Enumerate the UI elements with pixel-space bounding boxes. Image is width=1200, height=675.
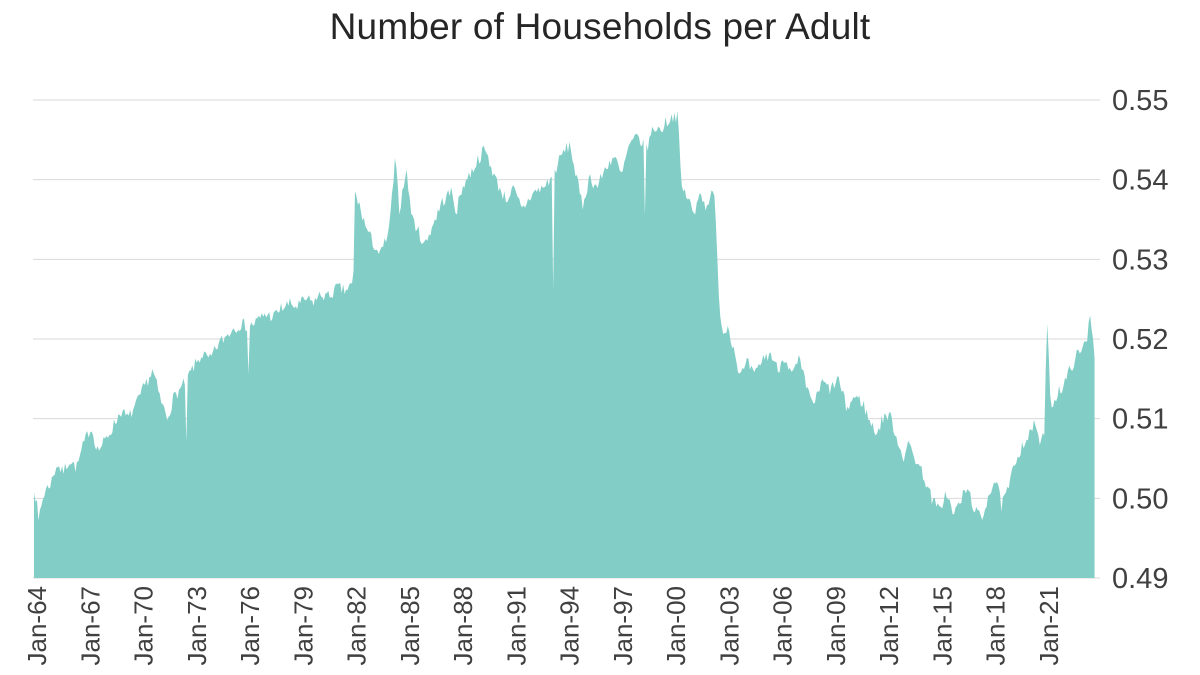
x-axis-tick-label: Jan-67 [75, 586, 105, 666]
x-axis-tick-label: Jan-21 [1034, 586, 1064, 666]
y-axis-tick-label: 0.52 [1112, 324, 1168, 356]
x-axis-tick-label: Jan-70 [129, 586, 159, 666]
chart-title: Number of Households per Adult [329, 6, 871, 47]
y-axis-tick-label: 0.53 [1112, 244, 1168, 276]
x-axis-tick-label: Jan-64 [22, 586, 52, 666]
x-axis-tick-label: Jan-94 [555, 586, 585, 666]
y-axis-tick-labels: 0.49 0.50 0.51 0.52 0.53 0.54 0.55 [1112, 85, 1168, 595]
x-axis-tick-label: Jan-00 [661, 586, 691, 666]
y-axis-tick-label: 0.54 [1112, 165, 1168, 197]
x-axis-tick-label: Jan-82 [342, 586, 372, 666]
x-axis-tick-label: Jan-18 [981, 586, 1011, 666]
x-axis-tick-label: Jan-76 [235, 586, 265, 666]
y-axis-tick-label: 0.55 [1112, 85, 1168, 117]
x-axis-tick-label: Jan-85 [395, 586, 425, 666]
x-axis-tick-label: Jan-15 [927, 586, 957, 666]
x-axis-tick-labels: Jan-64 Jan-67 Jan-70 Jan-73 Jan-76 Jan-79 Jan-… [22, 586, 1064, 666]
y-axis-tick-label: 0.51 [1112, 404, 1168, 436]
x-axis-tick-label: Jan-97 [608, 586, 638, 666]
y-axis-tick-label: 0.50 [1112, 483, 1168, 515]
x-axis-tick-label: Jan-88 [448, 586, 478, 666]
x-axis-tick-label: Jan-91 [501, 586, 531, 666]
x-axis-tick-label: Jan-06 [768, 586, 798, 666]
y-axis-tick-label: 0.49 [1112, 563, 1168, 595]
x-axis-tick-label: Jan-09 [821, 586, 851, 666]
x-axis-tick-label: Jan-79 [288, 586, 318, 666]
x-axis-tick-label: Jan-12 [874, 586, 904, 666]
area-series-group [34, 110, 1095, 578]
area-series [34, 110, 1095, 578]
x-axis-tick-label: Jan-73 [182, 586, 212, 666]
x-axis-tick-label: Jan-03 [714, 586, 744, 666]
